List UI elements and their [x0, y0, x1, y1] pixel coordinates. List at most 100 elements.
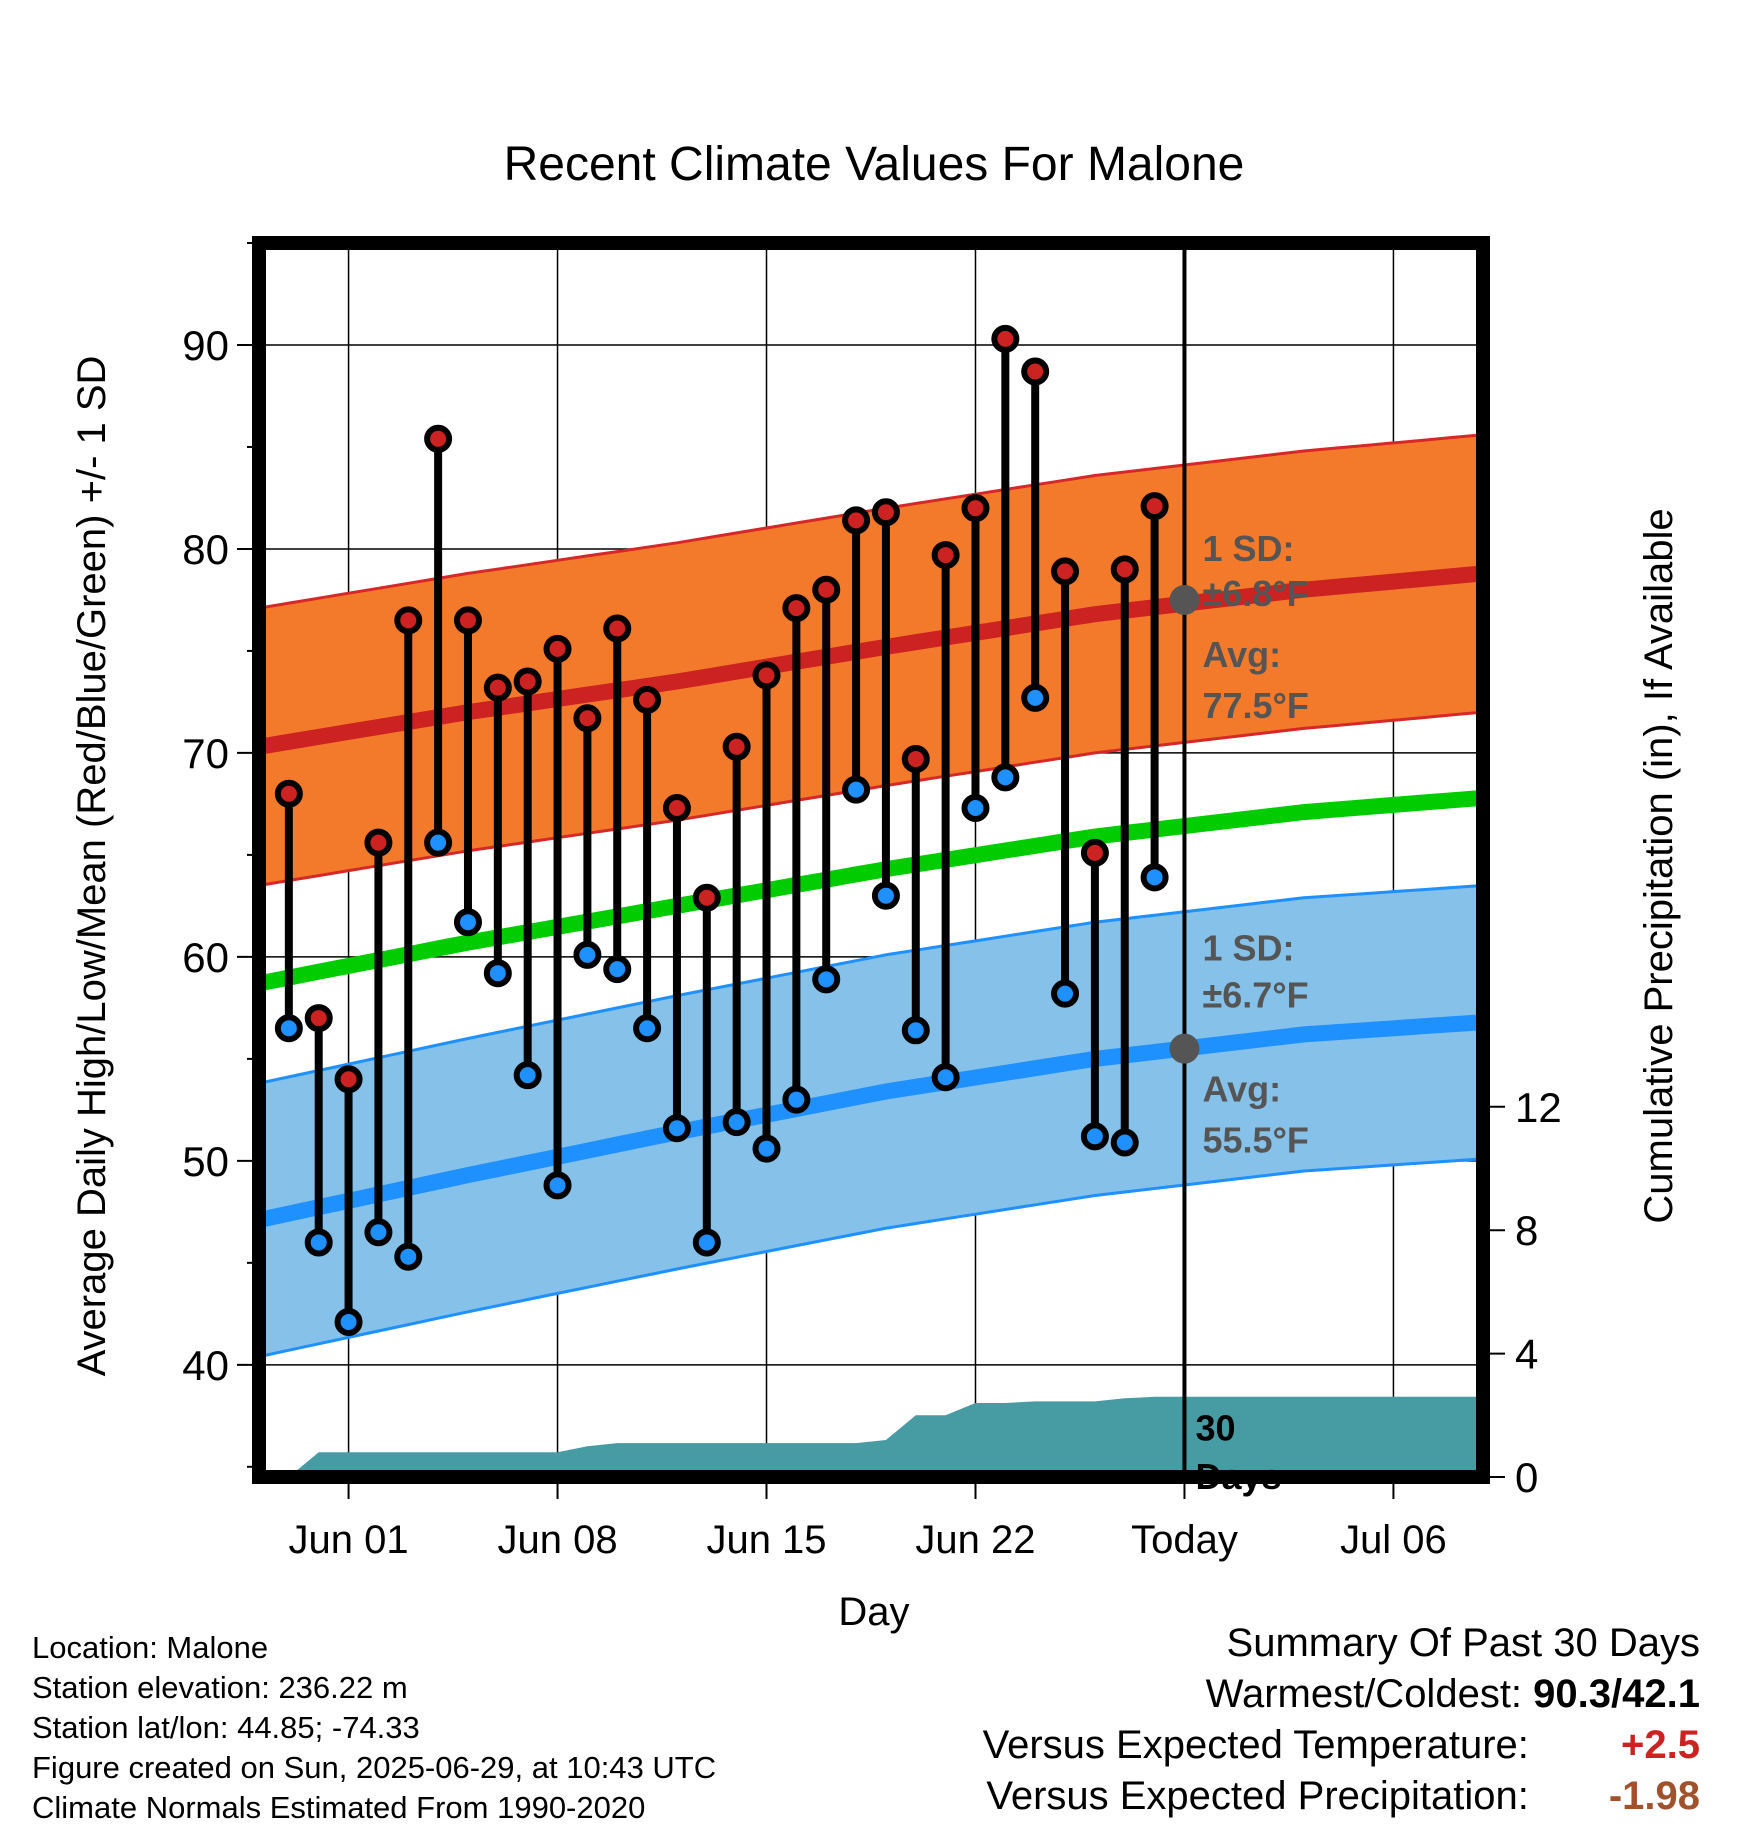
- daily-low-point: [871, 881, 900, 910]
- y2-tick-label: 12: [1515, 1084, 1562, 1131]
- precip-label: Versus Expected Precipitation:: [986, 1774, 1529, 1818]
- daily-high-point: [931, 541, 960, 570]
- y-axis-label: Average Daily High/Low/Mean (Red/Blue/Gr…: [70, 356, 114, 1377]
- daily-high-point: [394, 606, 423, 635]
- daily-high-point: [1110, 555, 1139, 584]
- daily-low-point: [1021, 683, 1050, 712]
- high-sd-value: ±6.8°F: [1202, 573, 1308, 614]
- daily-low-point: [1080, 1122, 1109, 1151]
- y2-tick-label: 4: [1515, 1331, 1538, 1378]
- daily-high-point: [424, 424, 453, 453]
- today-high-avg-marker: [1169, 584, 1200, 615]
- high-sd-label: 1 SD:: [1202, 528, 1294, 569]
- x-axis-label: Day: [838, 1590, 909, 1634]
- daily-high-point: [334, 1065, 363, 1094]
- daily-low-point: [573, 940, 602, 969]
- y-tick-label: 70: [182, 730, 229, 777]
- daily-low-point: [1140, 863, 1169, 892]
- x-tick-label: Jun 22: [915, 1518, 1035, 1562]
- elevation-text: Station elevation: 236.22 m: [32, 1670, 408, 1705]
- high-avg-label: Avg:: [1202, 634, 1281, 675]
- daily-high-point: [483, 673, 512, 702]
- daily-high-point: [543, 634, 572, 663]
- daily-high-point: [1021, 357, 1050, 386]
- daily-low-point: [662, 1114, 691, 1143]
- daily-low-point: [394, 1242, 423, 1271]
- high-band-upper-edge: [259, 433, 1483, 610]
- daily-low-point: [931, 1063, 960, 1092]
- daily-high-point: [782, 594, 811, 623]
- daily-high-point: [364, 828, 393, 857]
- daily-low-point: [453, 908, 482, 937]
- low-band: [259, 885, 1483, 1357]
- daily-low-point: [304, 1228, 333, 1257]
- warm-cold-label: Warmest/Coldest:: [1205, 1672, 1523, 1716]
- plot-content: [259, 243, 1483, 1477]
- daily-low-point: [692, 1228, 721, 1257]
- x-tick-label: Jul 06: [1340, 1518, 1447, 1562]
- daily-high-point: [722, 732, 751, 761]
- daily-high-point: [961, 494, 990, 523]
- daily-low-point: [901, 1016, 930, 1045]
- y2-axis-label: Cumulative Precipitation (in), If Availa…: [1637, 508, 1681, 1223]
- daily-low-point: [603, 955, 632, 984]
- daily-high-point: [573, 704, 602, 733]
- daily-low-point: [961, 793, 990, 822]
- summary-title: Summary Of Past 30 Days: [1226, 1621, 1700, 1665]
- latlon-text: Station lat/lon: 44.85; -74.33: [32, 1710, 420, 1745]
- daily-high-point: [453, 606, 482, 635]
- precip-area: [288, 1396, 1483, 1477]
- daily-low-point: [483, 959, 512, 988]
- daily-low-point: [1110, 1128, 1139, 1157]
- summary-warm-cold: Warmest/Coldest: 90.3/42.1: [983, 1669, 1700, 1720]
- daily-high-point: [1080, 838, 1109, 867]
- daily-high-point: [513, 667, 542, 696]
- low-sd-value: ±6.7°F: [1202, 975, 1308, 1016]
- daily-low-point: [274, 1014, 303, 1043]
- location-text: Location: Malone: [32, 1630, 269, 1665]
- daily-low-point: [722, 1108, 751, 1137]
- y-tick-label: 50: [182, 1138, 229, 1185]
- normals-text: Climate Normals Estimated From 1990-2020: [32, 1790, 646, 1825]
- low-avg-label: Avg:: [1202, 1068, 1281, 1109]
- daily-high-point: [633, 685, 662, 714]
- daily-low-point: [1051, 979, 1080, 1008]
- daily-high-point: [901, 745, 930, 774]
- x-tick-label: Jun 15: [706, 1518, 826, 1562]
- daily-low-point: [782, 1085, 811, 1114]
- daily-high-point: [603, 614, 632, 643]
- high-band: [259, 434, 1483, 886]
- station-info: Location: Malone Station elevation: 236.…: [32, 1628, 716, 1828]
- daily-low-point: [812, 965, 841, 994]
- summary-precip: Versus Expected Precipitation: -1.98: [983, 1771, 1700, 1822]
- x-tick-label: Today: [1131, 1518, 1238, 1562]
- daily-high-point: [692, 883, 721, 912]
- warm-cold-value: 90.3/42.1: [1533, 1672, 1700, 1716]
- avg-high-line: [259, 565, 1483, 755]
- daily-low-point: [633, 1014, 662, 1043]
- y2-tick-label: 8: [1515, 1207, 1538, 1254]
- daily-high-point: [752, 661, 781, 690]
- daily-low-point: [334, 1307, 363, 1336]
- days-label-number: 30: [1195, 1407, 1235, 1448]
- y2-tick-label: 0: [1515, 1454, 1538, 1501]
- daily-low-point: [752, 1134, 781, 1163]
- daily-high-point: [842, 506, 871, 535]
- daily-high-point: [274, 779, 303, 808]
- x-tick-label: Jun 01: [289, 1518, 409, 1562]
- avg-low-line: [259, 1014, 1483, 1228]
- x-tick-label: Jun 08: [497, 1518, 617, 1562]
- daily-high-point: [304, 1004, 333, 1033]
- daily-high-point: [812, 575, 841, 604]
- daily-low-point: [543, 1171, 572, 1200]
- high-band-lower-edge: [259, 710, 1483, 887]
- temp-label: Versus Expected Temperature:: [982, 1723, 1529, 1767]
- y-tick-label: 60: [182, 934, 229, 981]
- daily-high-point: [1140, 492, 1169, 521]
- high-avg-value: 77.5°F: [1202, 685, 1308, 726]
- daily-high-point: [662, 793, 691, 822]
- daily-low-point: [842, 775, 871, 804]
- daily-high-point: [991, 324, 1020, 353]
